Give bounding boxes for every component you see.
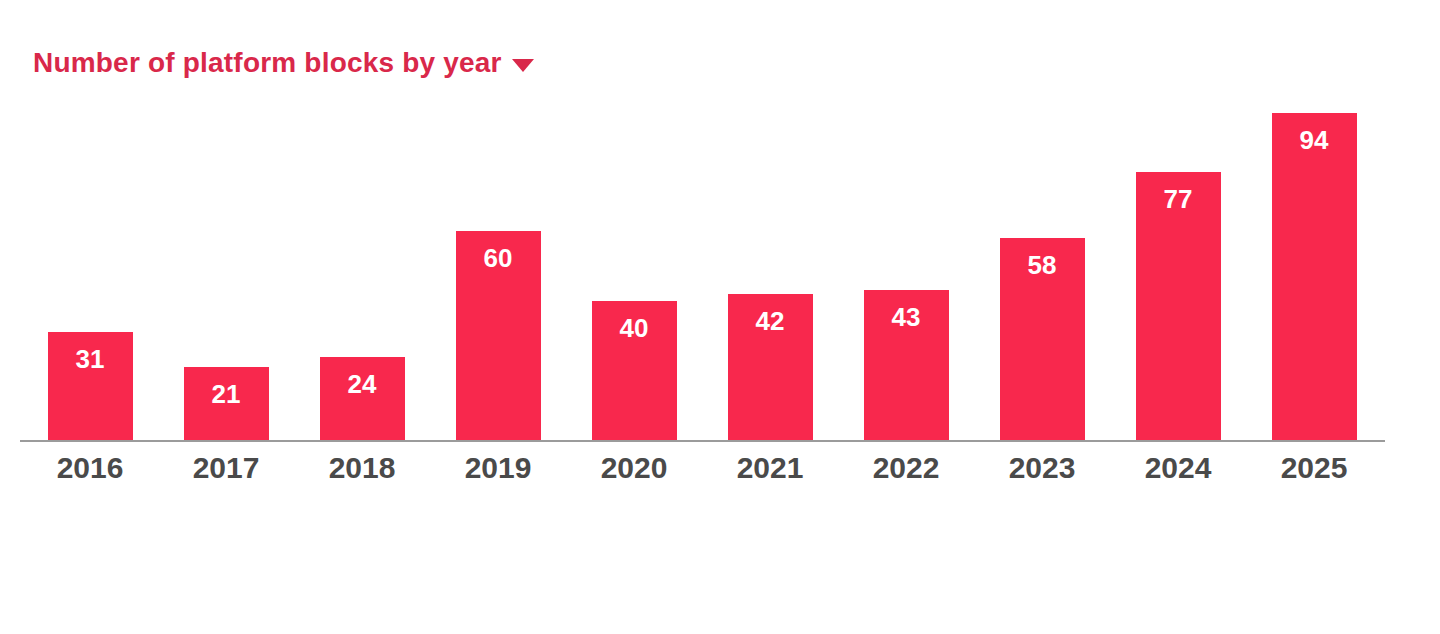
bar-2019[interactable]: 60: [456, 231, 541, 440]
bar-column-2024: 77: [1110, 172, 1246, 440]
bar-2018[interactable]: 24: [320, 357, 405, 440]
x-axis-label-2016: 2016: [22, 451, 158, 485]
bar-value-label-2016: 31: [76, 345, 105, 374]
x-axis-label-2023: 2023: [974, 451, 1110, 485]
x-axis-label-2024: 2024: [1110, 451, 1246, 485]
bar-value-label-2018: 24: [348, 370, 377, 399]
caret-down-icon[interactable]: [512, 59, 534, 72]
x-axis-label-2020: 2020: [566, 451, 702, 485]
bar-2024[interactable]: 77: [1136, 172, 1221, 440]
bar-2023[interactable]: 58: [1000, 238, 1085, 440]
bar-2025[interactable]: 94: [1272, 113, 1357, 440]
bar-2020[interactable]: 40: [592, 301, 677, 440]
bar-column-2023: 58: [974, 238, 1110, 440]
bar-column-2019: 60: [430, 231, 566, 440]
x-axis-label-2017: 2017: [158, 451, 294, 485]
bar-column-2025: 94: [1246, 113, 1382, 440]
bar-column-2018: 24: [294, 357, 430, 440]
x-axis-labels: 2016201720182019202020212022202320242025: [20, 451, 1385, 485]
bar-column-2022: 43: [838, 290, 974, 440]
bars-row: 31 21 24 60 40 42 43 58 77 94: [20, 113, 1385, 440]
bar-value-label-2024: 77: [1164, 185, 1193, 214]
bar-value-label-2021: 42: [756, 307, 785, 336]
bar-column-2017: 21: [158, 367, 294, 440]
bar-value-label-2017: 21: [212, 380, 241, 409]
bar-column-2021: 42: [702, 294, 838, 440]
x-axis-label-2022: 2022: [838, 451, 974, 485]
bar-value-label-2023: 58: [1028, 251, 1057, 280]
bar-value-label-2019: 60: [484, 244, 513, 273]
x-axis-label-2025: 2025: [1246, 451, 1382, 485]
bar-column-2020: 40: [566, 301, 702, 440]
bar-value-label-2025: 94: [1300, 126, 1329, 155]
bar-2016[interactable]: 31: [48, 332, 133, 440]
bar-2021[interactable]: 42: [728, 294, 813, 440]
chart-title-row: Number of platform blocks by year: [33, 47, 534, 79]
bar-column-2016: 31: [22, 332, 158, 440]
bar-2022[interactable]: 43: [864, 290, 949, 440]
bar-value-label-2020: 40: [620, 314, 649, 343]
bar-2017[interactable]: 21: [184, 367, 269, 440]
bar-chart: 31212460404243587794 2016201720182019202…: [20, 113, 1385, 485]
x-axis-label-2019: 2019: [430, 451, 566, 485]
page-title: Number of platform blocks by year: [33, 47, 502, 79]
bar-value-label-2022: 43: [892, 303, 921, 332]
x-axis-label-2018: 2018: [294, 451, 430, 485]
x-axis-line: [20, 440, 1385, 442]
x-axis-label-2021: 2021: [702, 451, 838, 485]
